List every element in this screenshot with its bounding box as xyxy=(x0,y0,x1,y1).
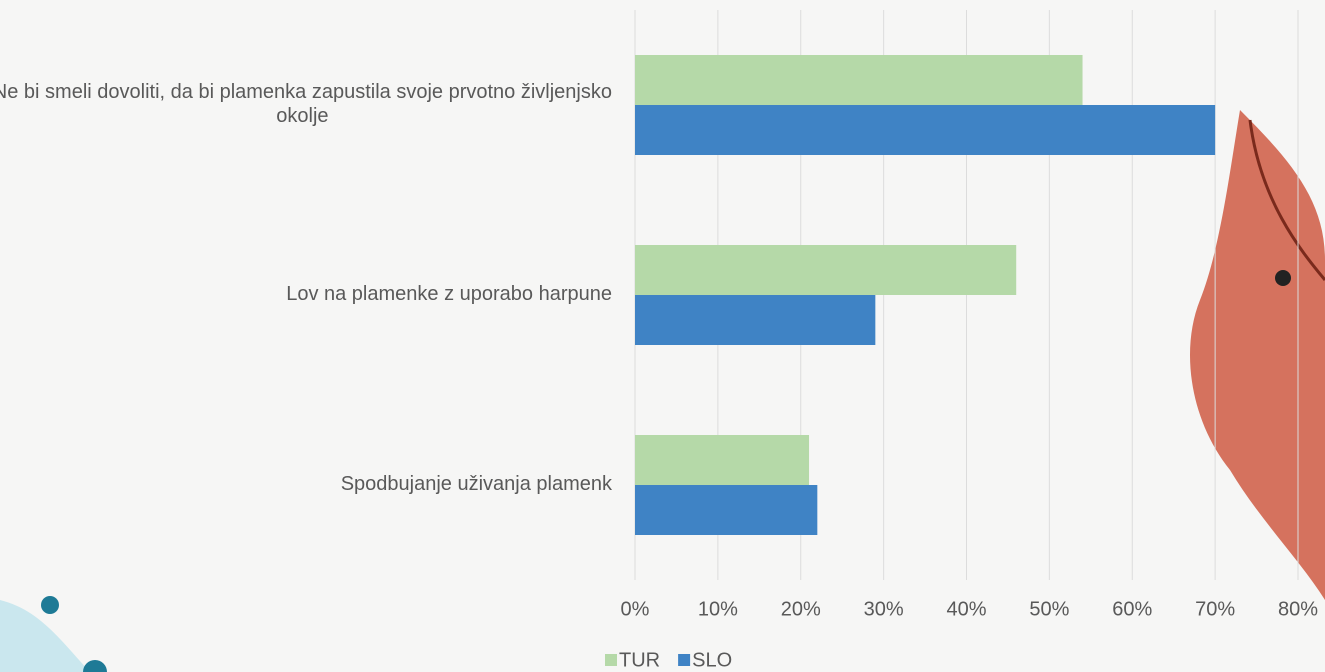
x-tick-label: 50% xyxy=(1029,598,1069,620)
legend-swatch xyxy=(605,654,617,666)
label-line: Lov na plamenke z uporabo harpune xyxy=(286,283,612,305)
x-tick-label: 10% xyxy=(698,598,738,620)
y-tick-label: Lov na plamenke z uporabo harpune xyxy=(286,283,612,305)
y-tick-label: Spodbujanje uživanja plamenk xyxy=(341,473,613,495)
x-tick-label: 70% xyxy=(1195,598,1235,620)
bar xyxy=(635,55,1083,105)
x-tick-label: 20% xyxy=(781,598,821,620)
label-line: okolje xyxy=(276,105,328,127)
x-tick-label: 0% xyxy=(621,598,650,620)
legend-swatch xyxy=(678,654,690,666)
legend-label: TUR xyxy=(619,649,660,671)
bar xyxy=(635,105,1215,155)
label-line: Ne bi smeli dovoliti, da bi plamenka zap… xyxy=(0,81,612,103)
legend-label: SLO xyxy=(692,649,732,671)
chart: 0% 10% 20% 30% 40% 50% 60% 70% 80% Ne bi smeli do… xyxy=(0,0,1325,672)
bar xyxy=(635,435,809,485)
x-tick-label: 80% xyxy=(1278,598,1318,620)
decoration xyxy=(0,110,1325,672)
bar xyxy=(635,295,875,345)
y-tick-label: Ne bi smeli dovoliti, da bi plamenka zap… xyxy=(0,81,612,127)
page: {"chart_data": {"type": "bar", "orientat… xyxy=(0,0,1325,672)
x-tick-label: 60% xyxy=(1112,598,1152,620)
x-tick-label: 30% xyxy=(864,598,904,620)
x-tick-label: 40% xyxy=(946,598,986,620)
label-line: Spodbujanje uživanja plamenk xyxy=(341,473,613,495)
bar xyxy=(635,485,817,535)
bar xyxy=(635,245,1016,295)
